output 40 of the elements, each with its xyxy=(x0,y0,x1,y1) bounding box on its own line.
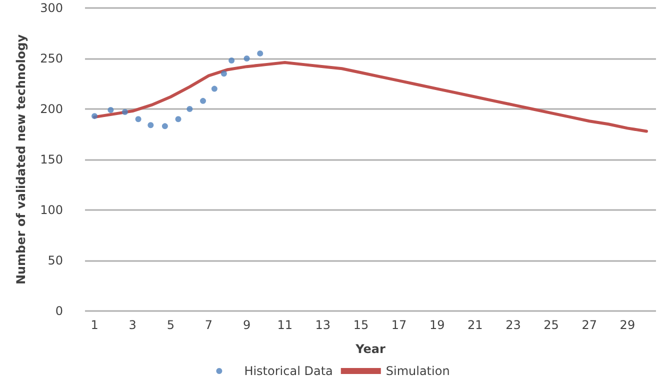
point xyxy=(244,56,250,62)
x-tick-label: 15 xyxy=(353,318,369,332)
x-tick-label: 25 xyxy=(544,318,559,332)
point xyxy=(108,107,114,114)
x-tick-label: 27 xyxy=(582,318,598,332)
point xyxy=(220,70,227,77)
x-tick-label: 19 xyxy=(429,318,445,332)
x-tick-label: 3 xyxy=(128,318,136,332)
y-tick-label: 0 xyxy=(55,304,63,318)
point xyxy=(148,122,154,128)
point xyxy=(186,106,193,112)
point xyxy=(228,58,235,64)
point xyxy=(92,113,98,120)
x-tick-label: 29 xyxy=(620,318,636,332)
x-axis-title: Year xyxy=(354,342,386,356)
x-tick-label: 7 xyxy=(204,318,213,332)
point xyxy=(175,116,182,122)
x-tick-label: 23 xyxy=(506,318,521,332)
legend-label: Historical Data xyxy=(244,364,333,378)
point xyxy=(200,98,206,104)
y-tick-label: 50 xyxy=(48,254,63,268)
y-tick-label: 200 xyxy=(40,102,63,116)
point xyxy=(122,109,128,116)
point xyxy=(211,86,218,92)
y-tick-label: 300 xyxy=(40,1,63,15)
x-tick-label: 1 xyxy=(90,318,98,332)
legend-label: Simulation xyxy=(386,364,450,378)
point xyxy=(162,123,168,130)
x-tick-label: 5 xyxy=(166,318,174,332)
y-tick-label: 250 xyxy=(40,52,63,66)
x-tick-label: 17 xyxy=(391,318,407,332)
x-tick-label: 9 xyxy=(242,318,251,332)
y-axis-title: Number of validated new technology xyxy=(14,34,28,285)
y-tick-label: 100 xyxy=(40,203,63,217)
x-tick-label: 21 xyxy=(468,318,483,332)
x-tick-label: 11 xyxy=(277,318,292,332)
point xyxy=(257,50,264,56)
point xyxy=(135,116,142,122)
x-tick-label: 13 xyxy=(315,318,331,332)
y-tick-label: 150 xyxy=(40,152,63,166)
